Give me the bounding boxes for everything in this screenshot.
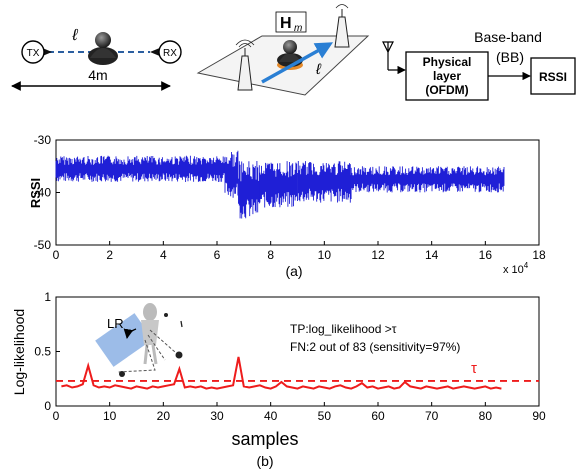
x-tick-label: 2 — [106, 248, 113, 262]
room-diagram: H m ℓ — [196, 4, 370, 96]
antenna-left-icon — [235, 39, 255, 91]
hm-box — [275, 11, 307, 33]
ell-symbol: ℓ — [71, 27, 78, 44]
baseband-line2: (BB) — [496, 49, 524, 65]
rssi-ylabel: RSSI — [28, 178, 43, 208]
likelihood-ylabel: Log-likelihood — [11, 309, 27, 395]
rx-node — [158, 40, 182, 64]
phy-line2: layer — [433, 69, 461, 83]
physical-layer-box — [405, 51, 489, 101]
x-tick-label: 90 — [532, 409, 546, 423]
x-tick-label: 60 — [371, 409, 385, 423]
rx-label: RX — [163, 48, 177, 59]
falling-person-icon — [95, 303, 183, 377]
distance-label: 4m — [88, 67, 107, 83]
rssi-trace-segment — [297, 161, 352, 203]
x-tick-label: 8 — [267, 248, 274, 262]
x-tick-label: 80 — [479, 409, 493, 423]
y-tick-label: 0 — [44, 399, 51, 413]
x-tick-label: 18 — [532, 248, 546, 262]
x-tick-label: 20 — [157, 409, 171, 423]
link-diagram: TX RX ℓ 4m — [11, 27, 182, 91]
x-tick-label: 40 — [264, 409, 278, 423]
ell-symbol-2: ℓ — [315, 61, 322, 78]
likelihood-xlabel: samples — [231, 429, 298, 449]
baseband-line1: Base-band — [474, 29, 542, 45]
likelihood-caption: (b) — [256, 453, 273, 469]
x-tick-label: 12 — [371, 248, 385, 262]
x-tick-label: 0 — [53, 248, 60, 262]
tx-node — [21, 40, 45, 64]
rssi-trace — [55, 150, 505, 219]
exponent-power: 4 — [524, 261, 529, 270]
rssi-trace-segment — [350, 166, 505, 193]
y-tick-label: -50 — [34, 238, 52, 252]
rssi-x-ticks: 0 2 4 6 8 10 12 14 16 18 — [53, 241, 546, 262]
likelihood-x-ticks: 0 10 20 30 40 50 60 70 80 90 — [53, 402, 546, 423]
y-tick-label: -40 — [34, 186, 52, 200]
rssi-trace-segment — [55, 155, 226, 182]
x-tick-label: 14 — [425, 248, 439, 262]
y-tick-label: 1 — [44, 290, 51, 304]
x-tick-label: 30 — [210, 409, 224, 423]
rssi-trace-segment — [224, 150, 239, 198]
rssi-chart: 0 2 4 6 8 10 12 14 16 18 -30-40-50 RSSI x 104 (a) — [28, 133, 546, 279]
rssi-caption: (a) — [285, 263, 302, 279]
rssi-trace-segment — [259, 161, 298, 208]
x-tick-label: 10 — [318, 248, 332, 262]
hm-symbol: H — [280, 15, 292, 32]
rssi-box — [530, 57, 576, 95]
likelihood-chart: 0 10 20 30 40 50 60 70 80 90 10.50 LR τ TP:log_li… — [11, 290, 546, 469]
rssi-x-exponent: x 104 — [503, 261, 529, 276]
lr-label: LR — [107, 316, 124, 331]
rx-antenna-icon — [382, 41, 394, 70]
likelihood-y-ticks: 10.50 — [34, 290, 60, 413]
likelihood-series-line — [61, 356, 502, 390]
hm-subscript: m — [294, 23, 302, 34]
person-icon — [88, 32, 118, 65]
motion-arrow — [261, 42, 334, 84]
x-tick-label: 70 — [425, 409, 439, 423]
rssi-y-ticks: -30 -40 -50 — [34, 133, 60, 252]
rssi-box-label: RSSI — [539, 70, 567, 84]
rssi-trace-segment — [238, 161, 260, 219]
y-tick-label: -30 — [34, 133, 52, 147]
tx-label: TX — [27, 48, 40, 59]
x-tick-label: 4 — [160, 248, 167, 262]
annotation-line1: TP:log_likelihood >τ — [290, 322, 397, 336]
annotation-line2: FN:2 out of 83 (sensitivity=97%) — [290, 340, 460, 354]
exponent-base: x 10 — [503, 264, 524, 276]
phy-line3: (OFDM) — [425, 83, 468, 97]
x-tick-label: 50 — [318, 409, 332, 423]
x-tick-label: 0 — [53, 409, 60, 423]
x-tick-label: 16 — [479, 248, 493, 262]
x-tick-label: 10 — [103, 409, 117, 423]
phy-line1: Physical — [423, 55, 472, 69]
processing-chain: Physical layer (OFDM) RSSI Base-band (BB… — [382, 29, 576, 101]
threshold-label: τ — [471, 360, 477, 377]
antenna-right-icon — [334, 4, 350, 48]
y-tick-label: 0.5 — [34, 345, 51, 359]
x-tick-label: 6 — [214, 248, 221, 262]
